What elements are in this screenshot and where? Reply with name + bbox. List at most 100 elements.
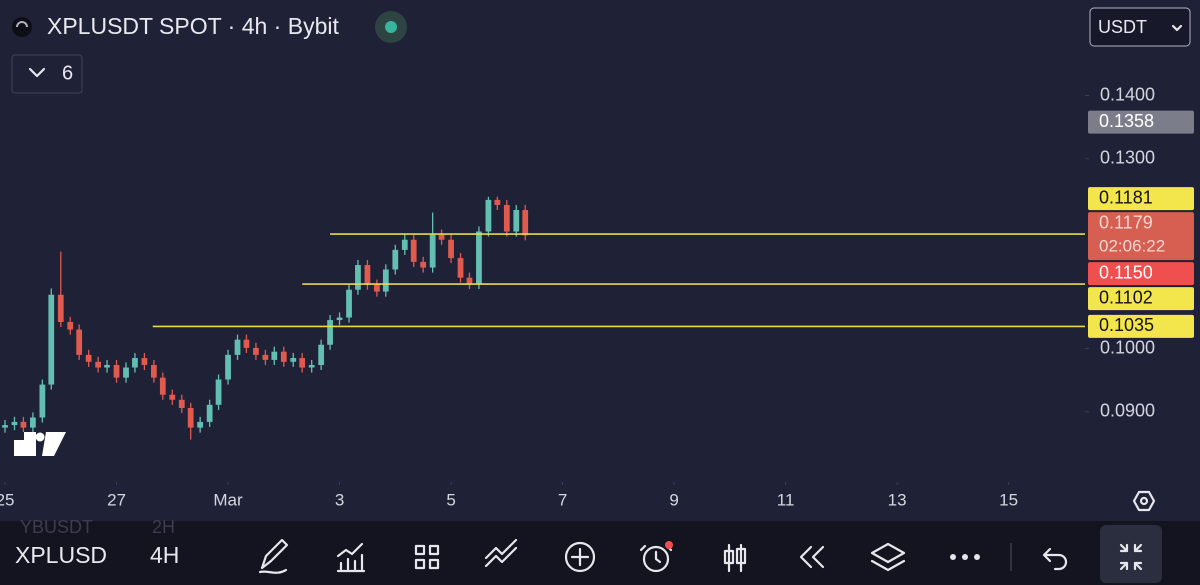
symbol-logo-mark — [16, 21, 28, 28]
plot-area: 0.1400 0.1300 0.1000 0.0900 25 27 Mar 3 5 7 9 11 13 1… — [0, 84, 1194, 509]
price-label: 0.1179 — [1099, 212, 1153, 232]
candle-body — [374, 284, 380, 292]
candle-body — [513, 210, 520, 232]
price-label: 0.1150 — [1099, 262, 1153, 282]
price-label-box — [1088, 212, 1194, 261]
x-tick-label: 3 — [335, 490, 344, 509]
candle-body — [336, 317, 343, 321]
tv-logo — [14, 432, 66, 456]
y-tick-label: 0.1300 — [1100, 148, 1155, 168]
candle-body — [262, 354, 269, 360]
y-tick-label: 0.0900 — [1100, 401, 1155, 421]
candle-body — [169, 394, 176, 400]
candle-body — [522, 210, 529, 236]
candle-body — [364, 265, 371, 285]
compare-tool[interactable] — [484, 538, 518, 568]
candle-body — [438, 234, 445, 240]
candle-body — [197, 421, 204, 428]
price-label-box — [1088, 110, 1194, 134]
x-tick-label: 11 — [777, 490, 795, 509]
undo-tool[interactable] — [1042, 547, 1068, 571]
indicators-toggle[interactable] — [11, 54, 83, 94]
ghost-symbol: YBUSDT — [20, 517, 93, 537]
candle-body — [206, 404, 213, 422]
price-countdown: 02:06:22 — [1099, 237, 1165, 256]
candle-body — [429, 234, 436, 268]
candle-body — [392, 249, 399, 270]
candle-body — [457, 258, 464, 278]
candle-body — [2, 425, 8, 428]
more-dot — [974, 554, 980, 560]
candle-body — [141, 358, 148, 365]
candle-body — [187, 407, 194, 428]
toolbar-interval[interactable]: 4H — [150, 542, 179, 568]
candle-body — [466, 277, 473, 285]
candle-body — [299, 358, 306, 368]
candle-body — [113, 364, 120, 378]
toolbar-symbol[interactable]: XPLUSD — [15, 542, 107, 568]
candle-body — [401, 239, 408, 250]
candle-body — [243, 339, 250, 348]
indicators-tool[interactable] — [336, 542, 366, 573]
candle-body — [346, 289, 352, 318]
candle-body — [280, 351, 287, 362]
currency-select[interactable] — [1089, 7, 1191, 47]
x-tick-label: 27 — [107, 490, 126, 509]
draw-tool[interactable] — [258, 538, 289, 574]
alert-badge — [665, 541, 673, 549]
candle-body — [39, 384, 46, 418]
candle-body — [503, 204, 510, 232]
candle-body — [95, 361, 102, 368]
axis-settings-dot — [1139, 496, 1149, 506]
chart-type-tool[interactable] — [723, 543, 747, 573]
candle-body — [20, 421, 27, 428]
more-dot — [962, 554, 968, 560]
add-tool[interactable] — [564, 541, 596, 573]
candle-body — [308, 364, 315, 368]
candle-body — [30, 417, 36, 428]
add-tool-plus — [570, 547, 590, 567]
chevron — [1171, 24, 1183, 32]
replay-tool[interactable] — [799, 545, 825, 569]
candle-body — [159, 377, 166, 395]
candle-body — [85, 354, 92, 362]
price-label-box — [1088, 262, 1194, 286]
x-tick-label: 13 — [888, 490, 907, 509]
x-tick-label: 25 — [0, 490, 14, 509]
candle-body — [48, 294, 55, 385]
price-label: 0.1181 — [1099, 187, 1153, 207]
candle-body — [215, 379, 222, 405]
price-label-box — [1088, 287, 1194, 311]
candle-body — [123, 367, 129, 378]
candle-body — [327, 320, 333, 345]
price-label: 0.1035 — [1099, 315, 1154, 335]
x-tick-label: 15 — [999, 490, 1018, 509]
candle-body — [476, 231, 482, 285]
candle-body — [225, 354, 231, 380]
axis-settings[interactable] — [1132, 490, 1156, 512]
x-tick-label: 7 — [558, 490, 567, 509]
currency-label: USDT — [1098, 17, 1147, 37]
candle-body — [382, 269, 389, 292]
fullscreen-button[interactable] — [1100, 525, 1162, 583]
layers-tool[interactable] — [870, 542, 906, 572]
logo-part — [14, 432, 24, 440]
candle-body — [271, 351, 278, 360]
candle-body — [67, 321, 74, 330]
alert-tool[interactable] — [642, 545, 670, 573]
logo-part — [42, 432, 66, 456]
more-dot[interactable] — [950, 554, 956, 560]
candle-body — [485, 199, 492, 232]
candle-body — [234, 339, 241, 355]
indicators-count: 6 — [62, 62, 73, 84]
x-tick-label: Mar — [213, 490, 243, 509]
price-label-box — [1088, 314, 1194, 338]
candle-body — [494, 199, 501, 205]
candle-body — [410, 239, 417, 262]
candle-body — [57, 294, 64, 322]
layout-tool[interactable] — [414, 544, 440, 570]
y-tick-label: 0.1400 — [1100, 84, 1155, 104]
chevron — [28, 67, 46, 78]
candle-body — [11, 421, 18, 426]
